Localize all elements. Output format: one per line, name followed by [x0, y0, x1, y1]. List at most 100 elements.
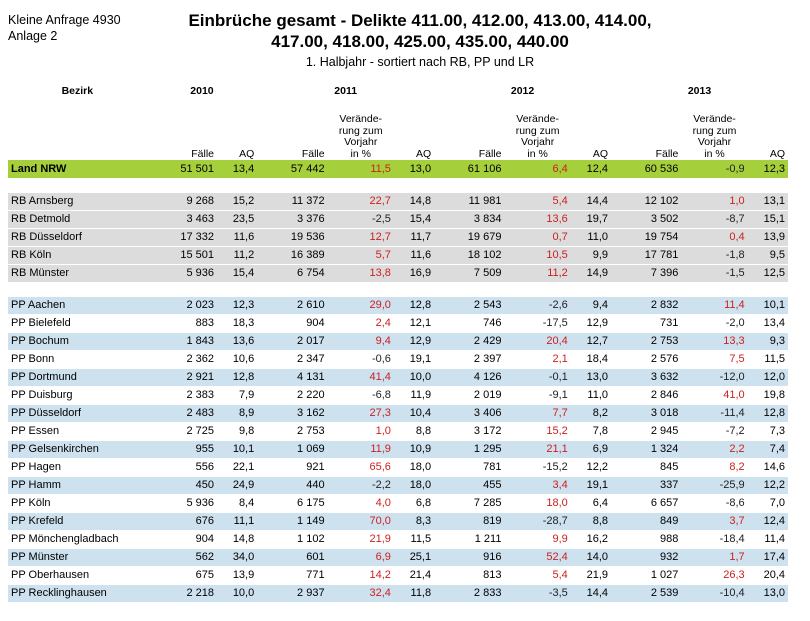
value-cell: 8,8	[570, 512, 611, 531]
value-cell: 60 536	[611, 160, 682, 179]
header-aq-2013: AQ	[769, 147, 785, 160]
change-cell: -8,7	[681, 210, 748, 229]
bezirk-name: PP Krefeld	[8, 512, 147, 531]
value-cell: 18,4	[570, 350, 611, 369]
change-cell: -2,2	[327, 476, 394, 495]
value-cell: 10,0	[393, 368, 435, 387]
bezirk-name: PP Mönchengladbach	[8, 530, 147, 549]
value-cell: 4 126	[434, 368, 505, 387]
value-cell: 15,1	[747, 210, 788, 229]
change-cell: 2,2	[681, 440, 748, 459]
change-cell: -15,2	[504, 458, 571, 477]
value-cell: 2 576	[611, 350, 682, 369]
value-cell: 6,4	[570, 494, 611, 513]
value-cell: 3 162	[257, 404, 328, 423]
change-cell: 2,1	[504, 350, 571, 369]
value-cell: 1 102	[257, 530, 328, 549]
pp-row: PP Oberhausen 675 13,9 771 14,2 21,4 813 5,4 21,…	[8, 566, 788, 585]
value-cell: 25,1	[393, 548, 435, 567]
value-cell: 14,4	[570, 192, 611, 211]
value-cell: 19,1	[393, 350, 435, 369]
page-title: Einbrüche gesamt - Delikte 411.00, 412.0…	[140, 10, 700, 52]
bezirk-name: RB Detmold	[8, 210, 147, 229]
value-cell: 904	[146, 530, 218, 549]
change-cell: 70,0	[327, 512, 394, 531]
table-body: Land NRW 51 501 13,4 57 442 11,5 13,0 61 106 6,…	[8, 160, 788, 609]
value-cell: 676	[146, 512, 218, 531]
change-cell: 4,0	[327, 494, 394, 513]
value-cell: 883	[146, 314, 218, 333]
value-cell: 34,0	[217, 548, 258, 567]
value-cell: 6 754	[257, 264, 328, 283]
value-cell: 19,1	[570, 476, 611, 495]
value-cell: 3 376	[257, 210, 328, 229]
title-line-2: 417.00, 418.00, 425.00, 435.00, 440.00	[271, 32, 569, 51]
value-cell: 13,0	[570, 368, 611, 387]
change-cell: 32,4	[327, 584, 394, 603]
change-cell: 3,7	[681, 512, 748, 531]
value-cell: 24,9	[217, 476, 258, 495]
change-cell: 13,3	[681, 332, 748, 351]
value-cell: 2 023	[146, 296, 218, 315]
value-cell: 19 679	[434, 228, 505, 247]
header-change-2011: Verände-rung zum Vorjahr in %	[338, 113, 383, 160]
value-cell: 15,4	[217, 264, 258, 283]
value-cell: 14,9	[570, 264, 611, 283]
value-cell: 11,5	[747, 350, 788, 369]
change-cell: 18,0	[504, 494, 571, 513]
value-cell: 12,4	[570, 160, 611, 179]
value-cell: 8,8	[393, 422, 435, 441]
value-cell: 14,8	[217, 530, 258, 549]
value-cell: 16 389	[257, 246, 328, 265]
change-cell: -18,4	[681, 530, 748, 549]
value-cell: 2 017	[257, 332, 328, 351]
change-cell: -9,1	[504, 386, 571, 405]
bezirk-name: PP Dortmund	[8, 368, 147, 387]
change-cell: 13,8	[327, 264, 394, 283]
change-cell: 41,4	[327, 368, 394, 387]
value-cell: 2 921	[146, 368, 218, 387]
change-cell: 2,4	[327, 314, 394, 333]
rb-row: RB Arnsberg 9 268 15,2 11 372 22,7 14,8 11 981…	[8, 192, 788, 211]
pp-row: PP Münster 562 34,0 601 6,9 25,1 916 52,4 14,0 93…	[8, 548, 788, 567]
bezirk-name: PP Hagen	[8, 458, 147, 477]
change-cell: 22,7	[327, 192, 394, 211]
change-cell: 26,3	[681, 566, 748, 585]
value-cell: 17 332	[146, 228, 218, 247]
value-cell: 819	[434, 512, 505, 531]
bezirk-name: PP Bonn	[8, 350, 147, 369]
value-cell: 2 725	[146, 422, 218, 441]
value-cell: 17 781	[611, 246, 682, 265]
spacer-row	[8, 178, 788, 193]
value-cell: 2 753	[257, 422, 328, 441]
bezirk-name: RB Münster	[8, 264, 147, 283]
change-cell: 6,4	[504, 160, 571, 179]
value-cell: 14,0	[570, 548, 611, 567]
value-cell: 14,8	[393, 192, 435, 211]
reference-line-1: Kleine Anfrage 4930	[8, 13, 121, 27]
bezirk-name: PP Essen	[8, 422, 147, 441]
value-cell: 19,7	[570, 210, 611, 229]
value-cell: 13,0	[393, 160, 435, 179]
value-cell: 7,0	[747, 494, 788, 513]
value-cell: 5 936	[146, 264, 218, 283]
bezirk-name: RB Köln	[8, 246, 147, 265]
value-cell: 11,4	[747, 530, 788, 549]
header-year-2010: 2010	[190, 85, 214, 97]
bezirk-name: RB Düsseldorf	[8, 228, 147, 247]
change-cell: 0,7	[504, 228, 571, 247]
value-cell: 7,8	[570, 422, 611, 441]
value-cell: 12,7	[570, 332, 611, 351]
value-cell: 2 937	[257, 584, 328, 603]
value-cell: 2 347	[257, 350, 328, 369]
value-cell: 2 397	[434, 350, 505, 369]
change-cell: 11,2	[504, 264, 571, 283]
value-cell: 2 429	[434, 332, 505, 351]
change-cell: -0,6	[327, 350, 394, 369]
change-cell: 11,4	[681, 296, 748, 315]
value-cell: 916	[434, 548, 505, 567]
document-reference: Kleine Anfrage 4930 Anlage 2	[8, 12, 121, 44]
value-cell: 1 843	[146, 332, 218, 351]
value-cell: 51 501	[146, 160, 218, 179]
value-cell: 675	[146, 566, 218, 585]
